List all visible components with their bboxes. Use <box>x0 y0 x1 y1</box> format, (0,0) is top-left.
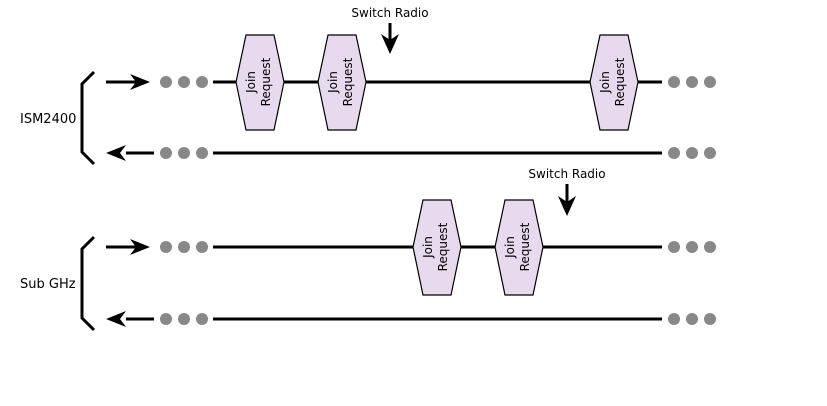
group-ism2400: ISM2400 Join <box>20 6 716 166</box>
join-request-packet: Join Request <box>589 34 639 131</box>
downlink-row <box>106 311 716 327</box>
ellipsis-dot <box>160 313 172 325</box>
join-request-packet: Join Request <box>317 34 367 131</box>
group-bracket <box>80 235 96 332</box>
packet-label-line2: Request <box>259 57 273 106</box>
group-bracket <box>80 70 96 166</box>
packet-label-line1: Join <box>326 71 340 94</box>
ellipsis-dot <box>686 147 698 159</box>
ellipsis-dot <box>704 76 716 88</box>
ellipsis-dot <box>668 147 680 159</box>
packet-label-line1: Join <box>598 71 612 94</box>
ellipsis-dot <box>178 76 190 88</box>
ellipsis-dot <box>704 147 716 159</box>
ellipsis-dot <box>160 76 172 88</box>
packet-label-line2: Request <box>436 222 450 271</box>
ellipsis-dot <box>668 76 680 88</box>
packet-label-line2: Request <box>341 57 355 106</box>
left-arrow-icon <box>106 145 126 161</box>
switch-radio-label: Switch Radio <box>528 167 605 181</box>
packet-label-line2: Request <box>518 222 532 271</box>
ellipsis-dot <box>196 241 208 253</box>
ellipsis-dot <box>704 313 716 325</box>
switch-radio-label: Switch Radio <box>351 6 428 20</box>
ellipsis-dot <box>668 241 680 253</box>
right-arrow-icon <box>130 239 150 255</box>
ellipsis-dot <box>686 76 698 88</box>
ellipsis-dot <box>178 147 190 159</box>
packet-label-line1: Join <box>244 71 258 94</box>
join-request-packet: Join Request <box>235 34 285 131</box>
down-arrow-icon <box>381 34 399 54</box>
group-label: ISM2400 <box>20 112 76 127</box>
join-request-packet: Join Request <box>412 199 462 296</box>
ellipsis-dot <box>160 241 172 253</box>
switch-radio-marker: Switch Radio <box>351 6 429 54</box>
ellipsis-dot <box>686 241 698 253</box>
right-arrow-icon <box>130 74 150 90</box>
group-label: Sub GHz <box>20 277 76 292</box>
uplink-row <box>106 74 716 90</box>
downlink-row <box>106 145 716 161</box>
ellipsis-dot <box>668 313 680 325</box>
ellipsis-dot <box>704 241 716 253</box>
packet-label-line1: Join <box>421 236 435 259</box>
packet-label-line2: Request <box>613 57 627 106</box>
ellipsis-dot <box>196 313 208 325</box>
join-request-packet: Join Request <box>494 199 544 296</box>
ellipsis-dot <box>196 147 208 159</box>
packet-label-line1: Join <box>503 236 517 259</box>
ellipsis-dot <box>178 313 190 325</box>
ellipsis-dot <box>178 241 190 253</box>
left-arrow-icon <box>106 311 126 327</box>
switch-radio-marker: Switch Radio <box>528 167 606 216</box>
uplink-row <box>106 239 716 255</box>
ellipsis-dot <box>196 76 208 88</box>
group-sub-ghz: Sub GHz Join <box>20 167 716 332</box>
ellipsis-dot <box>686 313 698 325</box>
down-arrow-icon <box>558 196 576 216</box>
ellipsis-dot <box>160 147 172 159</box>
